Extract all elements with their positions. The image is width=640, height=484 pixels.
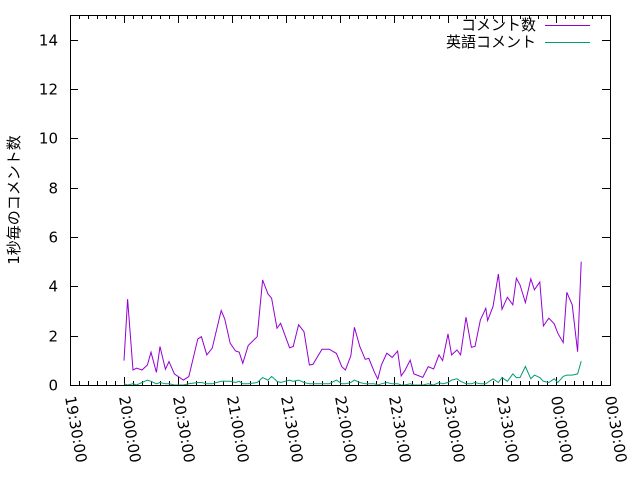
x-tick-label: 00:30:00 xyxy=(601,395,630,464)
x-tick-label: 19:30:00 xyxy=(61,395,90,464)
series-line xyxy=(123,261,582,381)
series-group xyxy=(123,261,582,386)
x-tick-label: 22:30:00 xyxy=(385,395,414,464)
x-tick-label: 21:00:00 xyxy=(223,395,252,464)
legend-label: 英語コメント xyxy=(446,33,536,51)
x-tick-label: 23:30:00 xyxy=(493,395,522,464)
x-tick-label: 20:00:00 xyxy=(115,395,144,464)
series-line xyxy=(123,360,582,386)
y-tick-label: 0 xyxy=(48,377,58,395)
y-tick-label: 2 xyxy=(48,328,58,346)
y-tick-label: 6 xyxy=(48,229,58,247)
y-axis-label: 1秒毎のコメント数 xyxy=(5,135,23,265)
x-tick-label: 23:00:00 xyxy=(439,395,468,464)
y-tick-label: 8 xyxy=(48,180,58,198)
x-tick-label: 00:00:00 xyxy=(547,395,576,464)
y-tick-label: 10 xyxy=(39,130,58,148)
y-tick-label: 12 xyxy=(39,81,58,99)
axes: 0 2 4 6 8 10 12 14 19:30:00 20:00:00 20:30:00 21:00… xyxy=(39,15,630,464)
x-tick-label: 22:00:00 xyxy=(331,395,360,464)
x-tick-label: 20:30:00 xyxy=(169,395,198,464)
y-tick-label: 14 xyxy=(39,32,58,50)
legend-label: コメント数 xyxy=(461,16,536,34)
y-tick-label: 4 xyxy=(48,278,58,296)
x-tick-label: 21:30:00 xyxy=(277,395,306,464)
plot-frame xyxy=(70,15,611,386)
